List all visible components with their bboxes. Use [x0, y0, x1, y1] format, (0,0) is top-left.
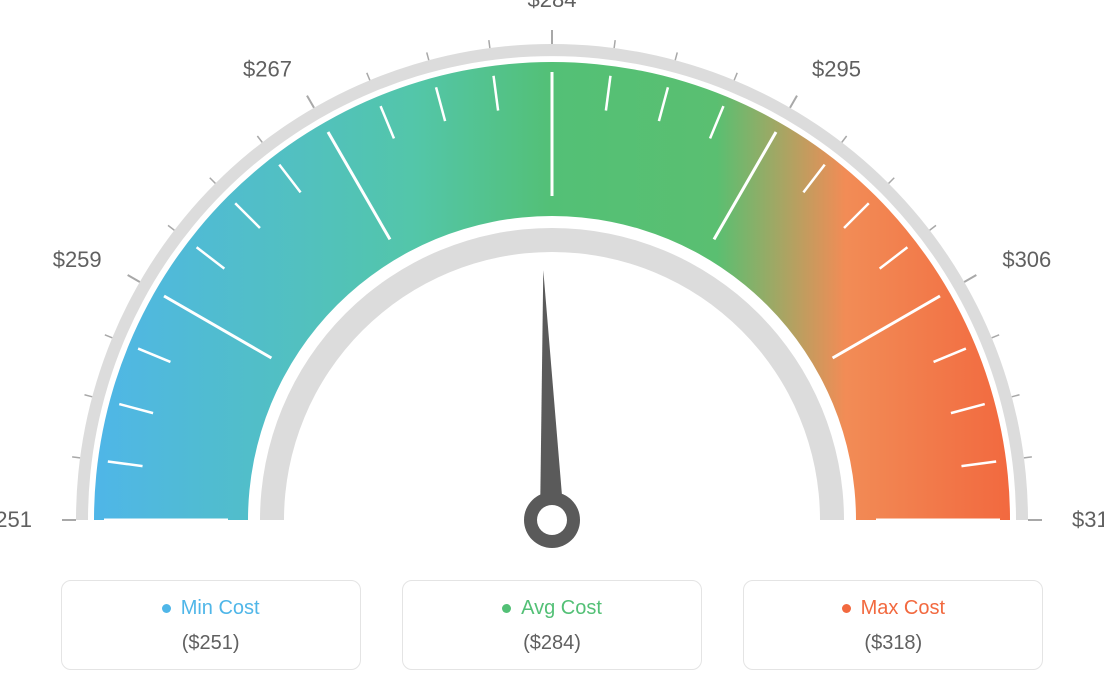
- legend-value: ($251): [72, 632, 350, 655]
- cost-gauge-chart: $251 $259 $267 $284 $295 $306 $318 Min Cost ($…: [0, 0, 1104, 690]
- legend-title-min: Min Cost: [162, 597, 260, 620]
- legend-title-max: Max Cost: [842, 597, 945, 620]
- legend-label: Min Cost: [181, 597, 260, 620]
- gauge-tick-label: $318: [1072, 507, 1104, 532]
- gauge-tick-minor-outer: [210, 178, 216, 184]
- legend-card-min: Min Cost ($251): [61, 580, 361, 670]
- gauge-tick-label: $267: [243, 57, 292, 82]
- legend-card-avg: Avg Cost ($284): [402, 580, 702, 670]
- gauge-tick-outer: [128, 275, 140, 282]
- legend-card-max: Max Cost ($318): [743, 580, 1043, 670]
- gauge-tick-outer: [964, 275, 976, 282]
- gauge-tick-minor-outer: [930, 225, 936, 230]
- gauge-tick-outer: [790, 96, 797, 108]
- gauge-tick-minor-outer: [105, 335, 112, 338]
- dot-icon: [502, 604, 511, 613]
- legend-value: ($284): [413, 632, 691, 655]
- gauge-tick-label: $251: [0, 507, 32, 532]
- gauge-tick-minor-outer: [168, 225, 174, 230]
- gauge-tick-label: $284: [528, 0, 577, 12]
- gauge-tick-minor-outer: [367, 73, 370, 80]
- gauge-tick-minor-outer: [72, 457, 80, 458]
- gauge-tick-minor-outer: [614, 40, 615, 48]
- gauge-tick-minor-outer: [84, 395, 92, 397]
- gauge-tick-outer: [307, 96, 314, 108]
- legend-value: ($318): [754, 632, 1032, 655]
- gauge-needle-hub-hole: [537, 505, 567, 535]
- gauge-tick-minor-outer: [1012, 395, 1020, 397]
- legend-title-avg: Avg Cost: [502, 597, 602, 620]
- gauge-tick-minor-outer: [1024, 457, 1032, 458]
- gauge-svg: $251 $259 $267 $284 $295 $306 $318: [0, 0, 1104, 560]
- gauge-tick-minor-outer: [675, 52, 677, 60]
- gauge-tick-minor-outer: [992, 335, 999, 338]
- gauge-tick-minor-outer: [489, 40, 490, 48]
- legend-row: Min Cost ($251) Avg Cost ($284) Max Cost…: [0, 580, 1104, 670]
- gauge-tick-minor-outer: [734, 73, 737, 80]
- dot-icon: [842, 604, 851, 613]
- gauge-tick-minor-outer: [889, 178, 895, 184]
- gauge-tick-label: $259: [53, 247, 102, 272]
- dot-icon: [162, 604, 171, 613]
- legend-label: Max Cost: [861, 597, 945, 620]
- gauge-needle: [540, 270, 564, 520]
- gauge-tick-minor-outer: [257, 136, 262, 142]
- gauge-tick-minor-outer: [427, 52, 429, 60]
- legend-label: Avg Cost: [521, 597, 602, 620]
- gauge-tick-label: $295: [812, 57, 861, 82]
- gauge-tick-minor-outer: [842, 136, 847, 142]
- gauge-tick-label: $306: [1002, 247, 1051, 272]
